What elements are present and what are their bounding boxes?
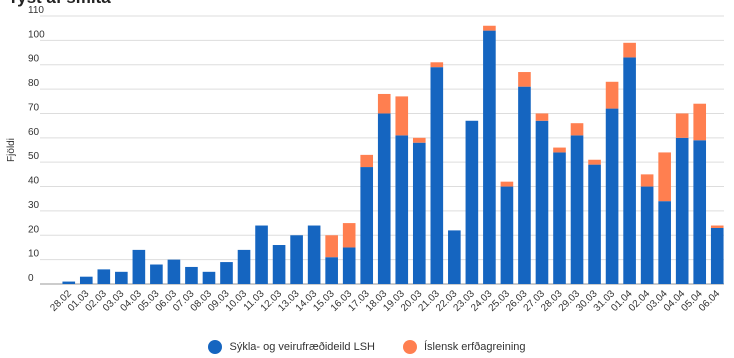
bar-ie — [535, 113, 549, 121]
bar-lsh — [360, 167, 374, 284]
bar-lsh — [710, 227, 724, 284]
bar-ie — [360, 154, 374, 168]
bar-lsh — [97, 269, 111, 284]
bar-ie — [325, 235, 338, 258]
bar-lsh — [290, 235, 303, 284]
bar-lsh — [220, 262, 233, 284]
bar-lsh — [518, 86, 531, 285]
legend-item-ie: Íslensk erfðagreining — [403, 340, 526, 354]
bar-lsh — [237, 249, 251, 284]
bar-lsh — [693, 140, 707, 284]
bar-lsh — [640, 186, 654, 284]
bar-lsh — [115, 271, 128, 284]
bar-lsh — [272, 245, 286, 284]
y-tick-label: 0 — [28, 273, 34, 284]
x-tick-label: 06.04 — [697, 288, 723, 314]
bar-ie — [412, 137, 426, 143]
chart-title: Tyst af smita — [8, 0, 111, 8]
bar-ie — [605, 81, 619, 109]
bar-lsh — [500, 186, 514, 284]
legend-label-ie: Íslensk erfðagreining — [424, 341, 526, 353]
bar-ie — [553, 147, 566, 153]
bar-lsh — [255, 225, 268, 284]
bar-lsh — [465, 120, 479, 284]
bar-lsh — [658, 201, 671, 284]
legend-swatch-lsh — [208, 340, 223, 354]
bar-lsh — [202, 271, 216, 284]
legend-swatch-ie — [403, 340, 417, 354]
legend: Sýkla- og veirufræðideild LSH Íslensk er… — [0, 340, 734, 354]
bar-lsh — [605, 108, 619, 284]
bar-lsh — [448, 230, 461, 284]
bar-lsh — [430, 67, 444, 284]
y-tick-label: 50 — [28, 151, 40, 162]
bar-ie — [395, 96, 409, 136]
y-tick-label: 70 — [28, 102, 40, 113]
bar-lsh — [342, 247, 356, 284]
legend-label-lsh: Sýkla- og veirufræðideild LSH — [229, 341, 375, 353]
bar-lsh — [62, 281, 76, 284]
y-tick-label: 20 — [28, 224, 40, 235]
bar-ie — [675, 113, 689, 138]
bar-lsh — [412, 142, 426, 284]
bar-ie — [430, 62, 444, 68]
bar-lsh — [377, 113, 391, 284]
y-tick-label: 40 — [28, 176, 40, 187]
bar-ie — [623, 42, 636, 58]
y-tick-label: 10 — [28, 249, 40, 260]
bar-lsh — [395, 135, 409, 284]
bar-lsh — [553, 152, 566, 284]
bar-ie — [693, 103, 707, 141]
bar-lsh — [325, 257, 338, 284]
bar-ie — [342, 223, 356, 248]
bar-lsh — [535, 120, 549, 284]
bar-ie — [658, 152, 671, 202]
bar-lsh — [307, 225, 321, 284]
bar-ie — [640, 174, 654, 187]
bar-ie — [500, 181, 514, 187]
y-axis-title: Fjöldi — [6, 138, 17, 162]
bar-ie — [377, 93, 391, 114]
bar-lsh — [570, 135, 584, 284]
y-tick-label: 90 — [28, 54, 40, 65]
bar-lsh — [483, 30, 496, 285]
bar-ie — [483, 25, 496, 31]
legend-item-lsh: Sýkla- og veirufræðideild LSH — [208, 340, 375, 354]
bar-lsh — [623, 57, 636, 284]
bar-lsh — [167, 259, 181, 284]
y-tick-label: 30 — [28, 200, 40, 211]
bar-ie — [518, 72, 531, 87]
bar-lsh — [185, 266, 198, 284]
y-tick-label: 110 — [28, 5, 44, 16]
bar-lsh — [79, 276, 93, 284]
bar-ie — [570, 123, 584, 136]
bar-lsh — [132, 249, 146, 284]
bar-lsh — [588, 164, 601, 284]
bar-lsh — [150, 264, 163, 284]
bar-lsh — [675, 137, 689, 284]
y-tick-label: 80 — [28, 78, 40, 89]
y-tick-label: 100 — [28, 29, 45, 40]
bar-ie — [588, 159, 601, 165]
y-tick-label: 60 — [28, 127, 40, 138]
bar-ie — [710, 225, 724, 228]
